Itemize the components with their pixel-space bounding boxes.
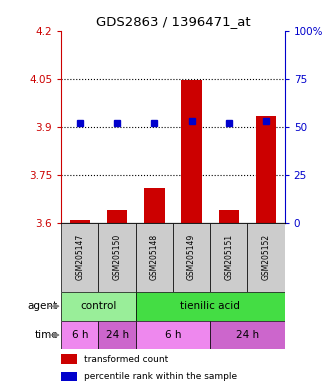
Text: control: control (80, 301, 117, 311)
Bar (247, 223, 285, 292)
Title: GDS2863 / 1396471_at: GDS2863 / 1396471_at (96, 15, 250, 28)
Bar (136, 292, 285, 321)
Text: GSM205152: GSM205152 (261, 234, 270, 280)
Bar (136, 321, 210, 349)
Bar (61, 354, 77, 364)
Text: GSM205148: GSM205148 (150, 234, 159, 280)
Text: time: time (34, 330, 58, 340)
Bar (210, 321, 285, 349)
Bar (107, 210, 127, 223)
Bar (61, 321, 99, 349)
Bar (70, 220, 90, 223)
Bar (61, 292, 136, 321)
Bar (173, 223, 210, 292)
Bar (218, 210, 239, 223)
Text: agent: agent (28, 301, 58, 311)
Text: GSM205150: GSM205150 (113, 234, 121, 280)
Text: percentile rank within the sample: percentile rank within the sample (83, 372, 237, 381)
Bar (144, 187, 165, 223)
Bar (61, 223, 99, 292)
Bar (61, 372, 77, 381)
Text: 24 h: 24 h (236, 330, 259, 340)
Text: 6 h: 6 h (165, 330, 181, 340)
Text: GSM205147: GSM205147 (75, 234, 84, 280)
Text: 24 h: 24 h (106, 330, 129, 340)
Text: 6 h: 6 h (71, 330, 88, 340)
Bar (256, 116, 276, 223)
Bar (98, 223, 136, 292)
Bar (181, 80, 202, 223)
Text: GSM205151: GSM205151 (224, 234, 233, 280)
Text: transformed count: transformed count (83, 354, 168, 364)
Bar (136, 223, 173, 292)
Text: tienilic acid: tienilic acid (180, 301, 240, 311)
Bar (98, 321, 136, 349)
Text: GSM205149: GSM205149 (187, 234, 196, 280)
Bar (210, 223, 247, 292)
